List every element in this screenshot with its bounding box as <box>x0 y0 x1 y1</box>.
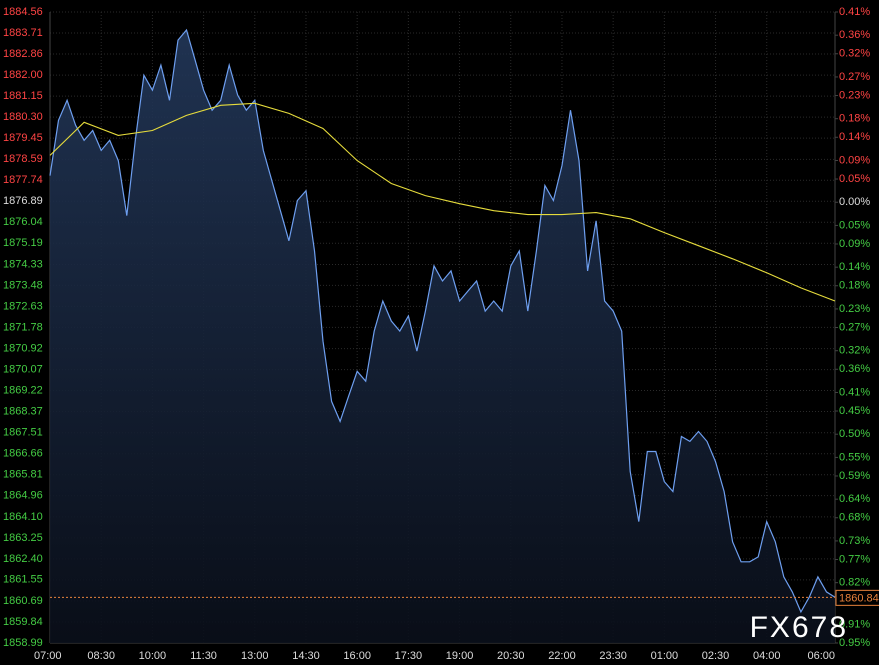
y2-tick-label: 0.00% <box>839 196 870 208</box>
y2-tick-label: 0.95% <box>839 637 870 649</box>
watermark: FX678 <box>750 611 848 644</box>
y2-tick-label: 0.14% <box>839 261 870 273</box>
y2-tick-label: 0.14% <box>839 131 870 143</box>
last-price-box <box>835 589 879 606</box>
y-tick-label: 1862.40 <box>3 553 43 565</box>
y2-tick-label: 0.82% <box>839 577 870 589</box>
y-tick-label: 1864.10 <box>3 511 43 523</box>
y2-tick-label: 0.09% <box>839 154 870 166</box>
y2-tick-label: 0.59% <box>839 470 870 482</box>
x-tick-label: 11:30 <box>190 650 217 662</box>
y2-tick-label: 0.68% <box>839 512 870 524</box>
y-tick-label: 1872.63 <box>3 300 43 312</box>
y-tick-label: 1860.69 <box>3 595 43 607</box>
y-tick-label: 1874.33 <box>3 258 43 270</box>
y2-tick-label: 0.05% <box>839 173 870 185</box>
y2-tick-label: 0.27% <box>839 71 870 83</box>
y-tick-label: 1859.84 <box>3 616 43 628</box>
x-tick-label: 13:00 <box>241 650 269 662</box>
y-tick-label: 1881.15 <box>3 90 43 102</box>
y-tick-label: 1884.56 <box>3 6 43 18</box>
y-tick-label: 1863.25 <box>3 532 43 544</box>
line <box>49 102 836 302</box>
x-tick-label: 17:30 <box>395 650 423 662</box>
y-tick-label: 1869.22 <box>3 384 43 396</box>
y-tick-label: 1868.37 <box>3 405 43 417</box>
y-tick-label: 1871.78 <box>3 321 43 333</box>
y2-tick-label: 0.77% <box>839 553 870 565</box>
y-tick-label: 1867.51 <box>3 427 43 439</box>
area <box>50 30 835 643</box>
y2-tick-label: 0.23% <box>839 303 870 315</box>
y-tick-label: 1876.04 <box>3 216 43 228</box>
y2-tick-label: 0.27% <box>839 321 870 333</box>
y-tick-label: 1865.81 <box>3 469 43 481</box>
y-tick-label: 1864.96 <box>3 490 43 502</box>
line <box>49 28 836 614</box>
y2-tick-label: 0.36% <box>839 363 870 375</box>
x-tick-label: 20:30 <box>497 650 525 662</box>
y2-tick-label: 0.64% <box>839 493 870 505</box>
x-tick-label: 10:00 <box>139 650 167 662</box>
x-tick-label: 06:00 <box>807 650 835 662</box>
y-tick-label: 1876.89 <box>3 195 43 207</box>
y-tick-label: 1870.92 <box>3 343 43 355</box>
y2-tick-label: 0.73% <box>839 535 870 547</box>
x-tick-label: 19:00 <box>446 650 474 662</box>
x-tick-label: 22:00 <box>548 650 576 662</box>
x-tick-label: 02:30 <box>702 650 730 662</box>
y2-tick-label: 0.18% <box>839 280 870 292</box>
y2-tick-label: 0.41% <box>839 386 870 398</box>
y2-tick-label: 0.41% <box>839 6 870 18</box>
y2-tick-label: 0.32% <box>839 48 870 60</box>
y2-tick-label: 0.36% <box>839 29 870 41</box>
y-tick-label: 1870.07 <box>3 363 43 375</box>
x-tick-label: 16:00 <box>343 650 371 662</box>
x-tick-label: 01:00 <box>651 650 679 662</box>
y2-tick-label: 0.45% <box>839 405 870 417</box>
y-tick-label: 1877.74 <box>3 174 43 186</box>
x-tick-label: 14:30 <box>292 650 320 662</box>
y2-tick-label: 0.91% <box>839 618 870 630</box>
y-tick-label: 1878.59 <box>3 153 43 165</box>
y-tick-label: 1880.30 <box>3 111 43 123</box>
y2-tick-label: 0.50% <box>839 428 870 440</box>
y-tick-label: 1882.00 <box>3 69 43 81</box>
y2-tick-label: 0.18% <box>839 113 870 125</box>
y2-tick-label: 0.05% <box>839 219 870 231</box>
x-tick-label: 08:30 <box>87 650 115 662</box>
y2-tick-label: 0.55% <box>839 451 870 463</box>
x-tick-label: 23:30 <box>599 650 627 662</box>
x-tick-label: 04:00 <box>753 650 781 662</box>
y2-tick-label: 0.09% <box>839 238 870 250</box>
y-tick-label: 1866.66 <box>3 448 43 460</box>
y-tick-label: 1873.48 <box>3 279 43 291</box>
y-tick-label: 1858.99 <box>3 637 43 649</box>
y-tick-label: 1879.45 <box>3 132 43 144</box>
y-tick-label: 1861.55 <box>3 574 43 586</box>
y-tick-label: 1883.71 <box>3 27 43 39</box>
y-tick-label: 1875.19 <box>3 237 43 249</box>
y2-tick-label: 0.23% <box>839 89 870 101</box>
last-price-label: 1860.84 <box>839 592 879 604</box>
y2-tick-label: 0.32% <box>839 345 870 357</box>
y-tick-label: 1882.86 <box>3 48 43 60</box>
x-tick-label: 07:00 <box>34 650 62 662</box>
